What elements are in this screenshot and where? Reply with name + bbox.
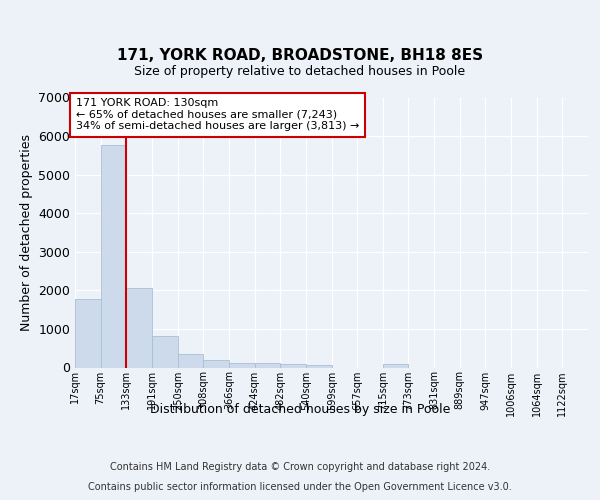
Bar <box>75 299 101 368</box>
Text: 171 YORK ROAD: 130sqm
← 65% of detached houses are smaller (7,243)
34% of semi-d: 171 YORK ROAD: 130sqm ← 65% of detached … <box>76 98 359 132</box>
Text: 171, YORK ROAD, BROADSTONE, BH18 8ES: 171, YORK ROAD, BROADSTONE, BH18 8ES <box>117 48 483 62</box>
Bar <box>101 144 126 368</box>
Bar <box>126 288 152 368</box>
Text: Size of property relative to detached houses in Poole: Size of property relative to detached ho… <box>134 64 466 78</box>
Bar <box>203 360 229 368</box>
Bar <box>254 364 280 368</box>
Text: Contains public sector information licensed under the Open Government Licence v3: Contains public sector information licen… <box>88 482 512 492</box>
Bar <box>305 364 332 368</box>
Text: Contains HM Land Registry data © Crown copyright and database right 2024.: Contains HM Land Registry data © Crown c… <box>110 462 490 472</box>
Bar <box>229 363 254 368</box>
Bar <box>280 364 305 368</box>
Bar <box>383 364 409 368</box>
Bar <box>152 336 178 368</box>
Y-axis label: Number of detached properties: Number of detached properties <box>20 134 32 331</box>
Bar <box>178 354 203 368</box>
Text: Distribution of detached houses by size in Poole: Distribution of detached houses by size … <box>150 402 450 415</box>
